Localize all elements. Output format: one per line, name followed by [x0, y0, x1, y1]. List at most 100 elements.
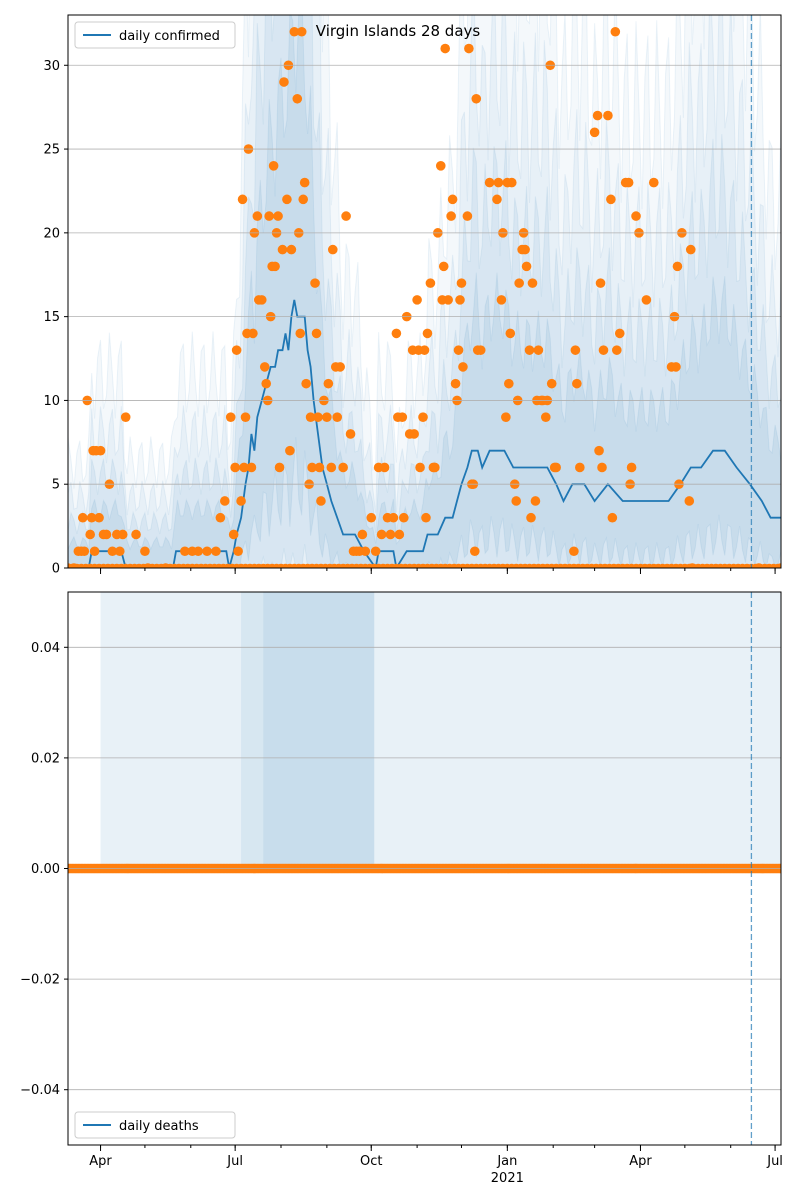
data-point	[220, 496, 230, 506]
legend-box	[74, 1111, 236, 1139]
data-point	[526, 512, 536, 523]
data-point	[514, 278, 524, 288]
data-point	[506, 177, 517, 188]
data-point	[307, 462, 317, 473]
data-point	[285, 445, 295, 456]
data-point	[279, 77, 289, 87]
data-point	[314, 462, 325, 473]
data-point	[546, 378, 557, 389]
data-point	[231, 345, 242, 355]
data-point	[524, 345, 535, 355]
data-point	[357, 529, 368, 540]
data-point	[211, 546, 221, 557]
data-point	[469, 546, 480, 557]
data-point	[193, 546, 203, 557]
data-point	[360, 546, 371, 557]
y-tick-label: −0.02	[20, 973, 60, 988]
data-point	[292, 93, 303, 104]
data-point	[607, 512, 618, 523]
data-point	[240, 412, 251, 422]
data-point	[648, 177, 659, 188]
data-point	[572, 378, 582, 389]
data-point	[310, 278, 320, 288]
data-point	[335, 362, 345, 372]
series-line-daily-confirmed	[68, 299, 781, 568]
data-point	[418, 412, 428, 422]
data-point	[107, 546, 118, 557]
data-point	[270, 261, 280, 272]
data-point	[252, 211, 263, 221]
data-point	[215, 512, 226, 523]
data-point	[140, 546, 150, 557]
data-point	[327, 244, 338, 255]
y-tick-label: 0.00	[31, 862, 60, 877]
data-point	[332, 412, 343, 422]
data-point	[530, 496, 541, 506]
data-point	[95, 445, 106, 456]
data-point	[521, 261, 532, 272]
data-point	[256, 295, 267, 305]
data-point	[316, 496, 326, 506]
data-point	[527, 278, 538, 288]
uncertainty-band	[68, 15, 781, 568]
data-point	[388, 512, 399, 523]
data-point	[298, 194, 309, 205]
plot-area	[68, 592, 781, 874]
data-point	[597, 462, 607, 473]
data-point	[376, 529, 387, 540]
data-point	[180, 546, 190, 557]
data-point	[610, 26, 621, 37]
data-point	[366, 512, 377, 523]
data-point	[475, 345, 486, 355]
data-point	[305, 412, 316, 422]
data-point	[268, 161, 279, 171]
data-point	[455, 295, 465, 305]
data-point	[398, 512, 409, 523]
data-point	[261, 378, 272, 389]
data-point	[131, 529, 141, 540]
data-point	[569, 546, 579, 557]
data-point	[89, 546, 100, 557]
data-point	[570, 345, 581, 355]
data-point	[94, 512, 104, 523]
data-point	[273, 211, 283, 221]
data-point	[595, 278, 606, 288]
x-tick-label: Jan	[496, 1154, 517, 1169]
data-point	[236, 496, 246, 506]
data-point	[409, 429, 419, 439]
data-point	[341, 211, 351, 221]
data-point	[323, 378, 334, 389]
data-point	[505, 328, 516, 339]
data-point	[385, 529, 396, 540]
data-point	[626, 462, 637, 473]
uncertainty-band	[263, 592, 375, 869]
data-point	[86, 512, 97, 523]
data-point	[440, 43, 451, 54]
data-point	[345, 429, 356, 439]
y-tick-label: 30	[43, 59, 60, 74]
data-point	[438, 261, 449, 272]
data-point	[101, 529, 112, 540]
y-tick-label: 5	[52, 478, 60, 493]
data-point	[453, 345, 464, 355]
data-point	[295, 328, 306, 339]
data-point	[114, 546, 125, 557]
x-tick-label: Apr	[89, 1154, 112, 1169]
data-point	[85, 529, 95, 540]
data-point	[462, 211, 473, 221]
data-point	[233, 546, 243, 557]
data-point	[575, 462, 585, 473]
data-point	[326, 462, 337, 473]
data-point	[496, 295, 507, 305]
data-point	[492, 194, 502, 205]
data-point	[672, 261, 683, 272]
data-point	[430, 462, 440, 473]
data-point	[456, 278, 467, 288]
x-tick-label: Jul	[226, 1154, 243, 1169]
plot-area	[68, 15, 781, 568]
deaths-panel: −0.04 −0.02 0.00 0.02 0.04 Apr Jul Oct Jan 2021 Ap…	[20, 591, 783, 1186]
y-tick-label: 0.02	[31, 751, 60, 766]
data-point	[671, 362, 681, 372]
data-point	[301, 378, 311, 389]
data-point	[391, 328, 402, 339]
